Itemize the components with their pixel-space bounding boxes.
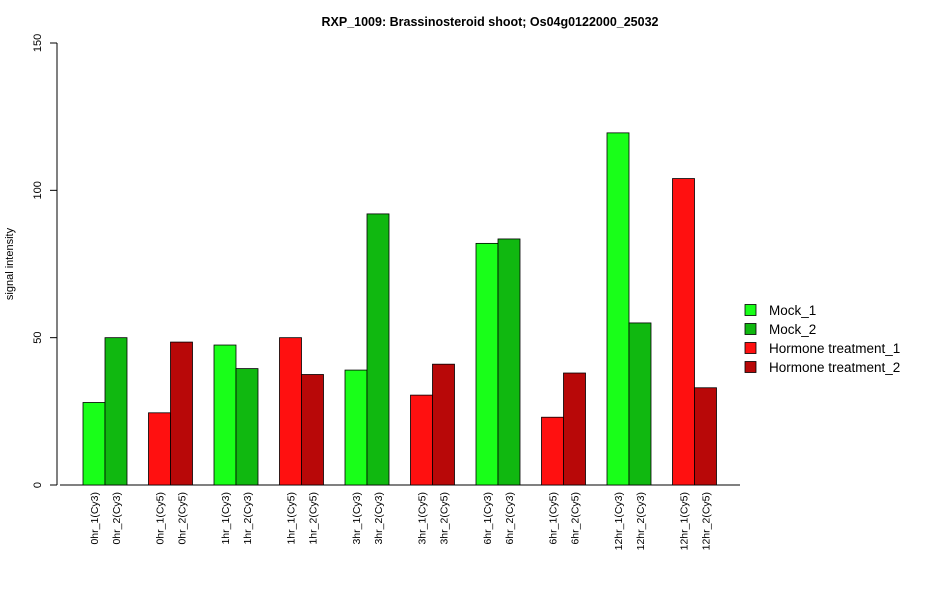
legend-item: Hormone treatment_2 — [744, 360, 900, 375]
bar — [497, 238, 521, 486]
y-tick-label: 0 — [32, 482, 44, 488]
bar — [694, 387, 717, 486]
x-tick-label: 3hr_1(Cy3) — [351, 492, 363, 545]
legend: Mock_1 Mock_2 Hormone treatment_1 Hormone t… — [744, 303, 900, 375]
x-tick-label: 0hr_2(Cy5) — [177, 492, 189, 545]
x-tick-label: 6hr_2(Cy3) — [504, 492, 516, 545]
x-tick-label: 3hr_1(Cy5) — [417, 492, 429, 545]
x-tick-label: 1hr_2(Cy3) — [242, 492, 254, 545]
x-tick-label: 12hr_2(Cy5) — [701, 492, 713, 550]
x-tick-label: 12hr_1(Cy5) — [679, 492, 691, 550]
bar — [82, 402, 106, 486]
bar — [213, 344, 237, 486]
legend-label: Mock_2 — [769, 322, 816, 337]
legend-label: Mock_1 — [769, 303, 816, 318]
bars — [82, 132, 717, 486]
x-tick-label: 0hr_1(Cy5) — [155, 492, 167, 545]
x-tick-label: 1hr_2(Cy5) — [308, 492, 320, 545]
y-axis: 0 50 100 150 — [32, 34, 58, 488]
bar — [475, 242, 499, 486]
legend-label: Hormone treatment_2 — [769, 360, 900, 375]
y-axis-label: signal intensity — [4, 227, 16, 300]
x-tick-labels: 0hr_1(Cy3) 0hr_2(Cy3) 0hr_1(Cy5) 0hr_2(Cy5)… — [89, 492, 713, 550]
x-tick-label: 6hr_1(Cy5) — [548, 492, 560, 545]
x-tick-label: 6hr_1(Cy3) — [482, 492, 494, 545]
x-tick-label: 12hr_2(Cy3) — [635, 492, 647, 550]
bar — [344, 369, 368, 486]
bar — [563, 372, 586, 486]
legend-swatch — [744, 323, 757, 335]
x-tick-label: 1hr_1(Cy3) — [220, 492, 232, 545]
legend-swatch — [744, 342, 757, 354]
legend-label: Hormone treatment_1 — [769, 341, 900, 356]
x-tick-label: 1hr_1(Cy5) — [286, 492, 298, 545]
legend-item: Mock_1 — [744, 303, 816, 318]
bar — [628, 322, 652, 486]
bar — [410, 394, 433, 486]
y-tick-label: 150 — [32, 34, 44, 52]
bar — [235, 368, 259, 486]
legend-item: Hormone treatment_1 — [744, 341, 900, 356]
x-tick-label: 3hr_2(Cy3) — [373, 492, 385, 545]
bar — [541, 416, 564, 486]
bar — [366, 213, 390, 486]
legend-swatch — [744, 304, 757, 316]
x-tick-label: 6hr_2(Cy5) — [570, 492, 582, 545]
bar — [301, 374, 324, 486]
bar — [104, 337, 128, 486]
bar — [432, 363, 455, 486]
x-tick-label: 12hr_1(Cy3) — [613, 492, 625, 550]
y-tick-label: 100 — [32, 181, 44, 199]
chart-title: RXP_1009: Brassinosteroid shoot; Os04g01… — [322, 15, 659, 29]
x-tick-label: 3hr_2(Cy5) — [439, 492, 451, 545]
legend-item: Mock_2 — [744, 322, 816, 337]
bar — [606, 132, 630, 486]
bar — [170, 341, 193, 486]
legend-swatch — [744, 361, 757, 373]
x-tick-label: 0hr_2(Cy3) — [111, 492, 123, 545]
bar — [279, 337, 302, 486]
bar — [148, 412, 171, 486]
x-tick-label: 0hr_1(Cy3) — [89, 492, 101, 545]
y-tick-label: 50 — [32, 332, 44, 344]
bar — [672, 178, 695, 486]
